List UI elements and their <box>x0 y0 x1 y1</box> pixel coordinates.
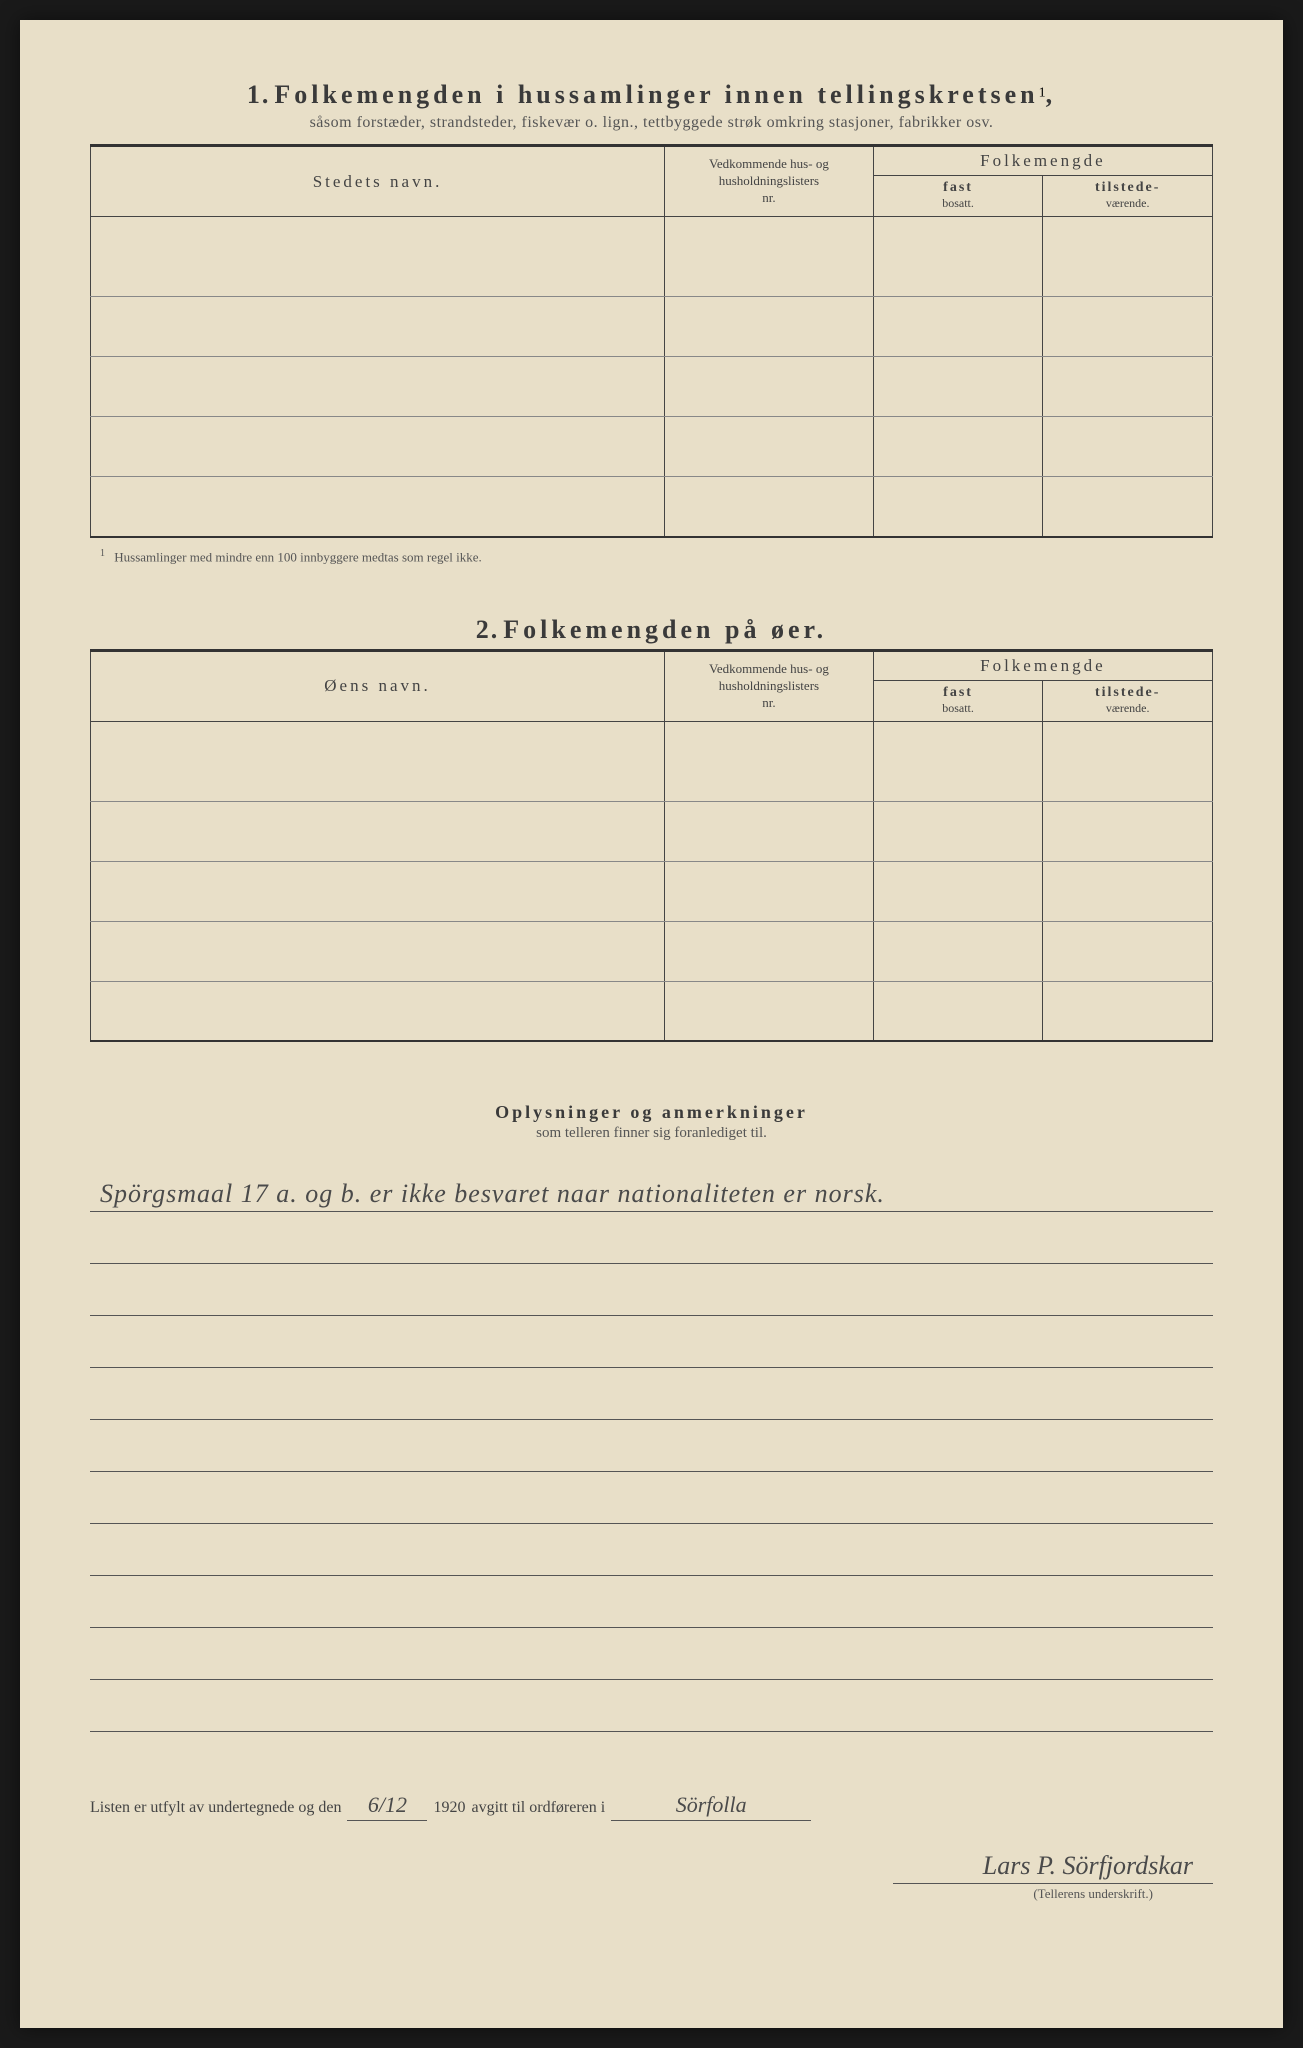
table-cell <box>665 921 874 981</box>
signature-name: Lars P. Sörfjordskar <box>893 1851 1213 1884</box>
table-cell <box>1043 981 1213 1041</box>
section1-footnote: 1 Hussamlinger med mindre enn 100 innbyg… <box>100 548 1213 565</box>
sig-year: 1920 <box>433 1799 465 1817</box>
col-ref2: Vedkommende hus- og husholdningslisters … <box>665 650 874 721</box>
table-cell <box>91 477 665 537</box>
remarks-subtitle-text: som telleren finner sig foranlediget til… <box>90 1125 1213 1142</box>
table-cell <box>91 297 665 357</box>
table-cell <box>91 921 665 981</box>
section1-subtitle: såsom forstæder, strandsteder, fiskevær … <box>90 114 1213 132</box>
remarks-title-text: Oplysninger og anmerkninger <box>90 1102 1213 1123</box>
table-cell <box>91 417 665 477</box>
section2-table: Øens navn. Vedkommende hus- og husholdni… <box>90 649 1213 1043</box>
col-fast2: fast bosatt. <box>873 680 1043 721</box>
section1-superscript: 1 <box>1039 86 1046 101</box>
table-cell <box>873 357 1043 417</box>
remarks-line <box>90 1472 1213 1524</box>
section1-table: Stedets navn. Vedkommende hus- og hushol… <box>90 144 1213 538</box>
col-stedets-navn: Stedets navn. <box>91 146 665 217</box>
table-cell <box>1043 721 1213 801</box>
table-cell <box>1043 477 1213 537</box>
table-cell <box>1043 217 1213 297</box>
table-cell <box>1043 861 1213 921</box>
signature-block: Listen er utfylt av undertegnede og den … <box>90 1792 1213 1902</box>
table-cell <box>665 477 874 537</box>
table-cell <box>873 217 1043 297</box>
section2-title: 2. Folkemengden på øer. <box>90 615 1213 645</box>
table-cell <box>665 981 874 1041</box>
table-cell <box>873 801 1043 861</box>
col-tilstede2: tilstede- værende. <box>1043 680 1213 721</box>
signature-name-block: Lars P. Sörfjordskar <box>90 1851 1213 1884</box>
section1-title: 1. Folkemengden i hussamlinger innen tel… <box>90 80 1213 110</box>
section2-number: 2. <box>476 615 500 644</box>
col-ref: Vedkommende hus- og husholdningslisters … <box>665 146 874 217</box>
table-cell <box>91 357 665 417</box>
remarks-line <box>90 1368 1213 1420</box>
handwritten-remark: Spörgsmaal 17 a. og b. er ikke besvaret … <box>100 1179 885 1209</box>
remarks-line <box>90 1212 1213 1264</box>
table-cell <box>873 297 1043 357</box>
table-cell <box>1043 417 1213 477</box>
remarks-line <box>90 1264 1213 1316</box>
table-cell <box>665 721 874 801</box>
remarks-line <box>90 1628 1213 1680</box>
table-cell <box>873 417 1043 477</box>
remarks-line <box>90 1680 1213 1732</box>
table-cell <box>873 861 1043 921</box>
sig-date: 6/12 <box>347 1792 427 1821</box>
remarks-line <box>90 1576 1213 1628</box>
table-cell <box>91 801 665 861</box>
table-cell <box>873 981 1043 1041</box>
table-cell <box>665 861 874 921</box>
remarks-lines: Spörgsmaal 17 a. og b. er ikke besvaret … <box>90 1160 1213 1732</box>
table-cell <box>665 801 874 861</box>
document-page: 1. Folkemengden i hussamlinger innen tel… <box>20 20 1283 2028</box>
sig-prefix: Listen er utfylt av undertegnede og den <box>90 1799 341 1817</box>
table-cell <box>873 477 1043 537</box>
col-folkemengde2: Folkemengde <box>873 650 1212 680</box>
table-cell <box>873 721 1043 801</box>
col-fast: fast bosatt. <box>873 176 1043 217</box>
table-cell <box>1043 921 1213 981</box>
remarks-line <box>90 1420 1213 1472</box>
remarks-line <box>90 1316 1213 1368</box>
sig-middle: avgitt til ordføreren i <box>471 1799 605 1817</box>
table-cell <box>1043 297 1213 357</box>
signature-line: Listen er utfylt av undertegnede og den … <box>90 1792 1213 1821</box>
table-cell <box>665 217 874 297</box>
table-cell <box>91 217 665 297</box>
table-cell <box>91 981 665 1041</box>
table-cell <box>665 417 874 477</box>
table-cell <box>1043 357 1213 417</box>
section2-heading: Folkemengden på øer. <box>503 615 827 644</box>
footnote-mark: 1 <box>100 548 105 559</box>
section1-heading: Folkemengden i hussamlinger innen tellin… <box>274 80 1038 109</box>
table-cell <box>665 297 874 357</box>
table-cell <box>873 921 1043 981</box>
table-cell <box>91 861 665 921</box>
section1-number: 1. <box>247 80 271 109</box>
remarks-line <box>90 1524 1213 1576</box>
signature-label: (Tellerens underskrift.) <box>90 1886 1213 1902</box>
remarks-line: Spörgsmaal 17 a. og b. er ikke besvaret … <box>90 1160 1213 1212</box>
col-tilstede: tilstede- værende. <box>1043 176 1213 217</box>
footnote-text: Hussamlinger med mindre enn 100 innbygge… <box>114 549 482 564</box>
col-folkemengde: Folkemengde <box>873 146 1212 176</box>
table-cell <box>91 721 665 801</box>
sig-place: Sörfolla <box>611 1792 811 1821</box>
col-oens-navn: Øens navn. <box>91 650 665 721</box>
table-cell <box>1043 801 1213 861</box>
remarks-heading: Oplysninger og anmerkninger som telleren… <box>90 1102 1213 1142</box>
table-cell <box>665 357 874 417</box>
